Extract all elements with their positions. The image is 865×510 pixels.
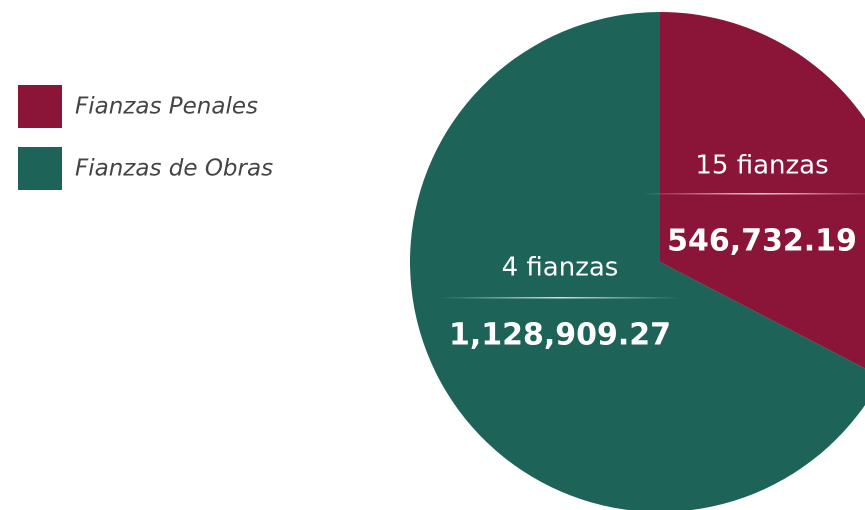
legend-label: Fianzas Penales <box>75 94 258 120</box>
pie-slice <box>410 12 865 510</box>
legend-swatch <box>18 147 62 190</box>
slice-value-label: 546,732.19 <box>667 224 857 259</box>
separator <box>440 297 680 299</box>
pie-slice <box>660 12 865 369</box>
slice-count-label: 4 fianzas <box>502 253 619 283</box>
legend-swatch <box>18 85 62 128</box>
slice-value-label: 1,128,909.27 <box>449 318 671 353</box>
slice-count-label: 15 fianzas <box>695 151 828 181</box>
legend-label: Fianzas de Obras <box>75 156 273 182</box>
separator <box>642 193 865 195</box>
